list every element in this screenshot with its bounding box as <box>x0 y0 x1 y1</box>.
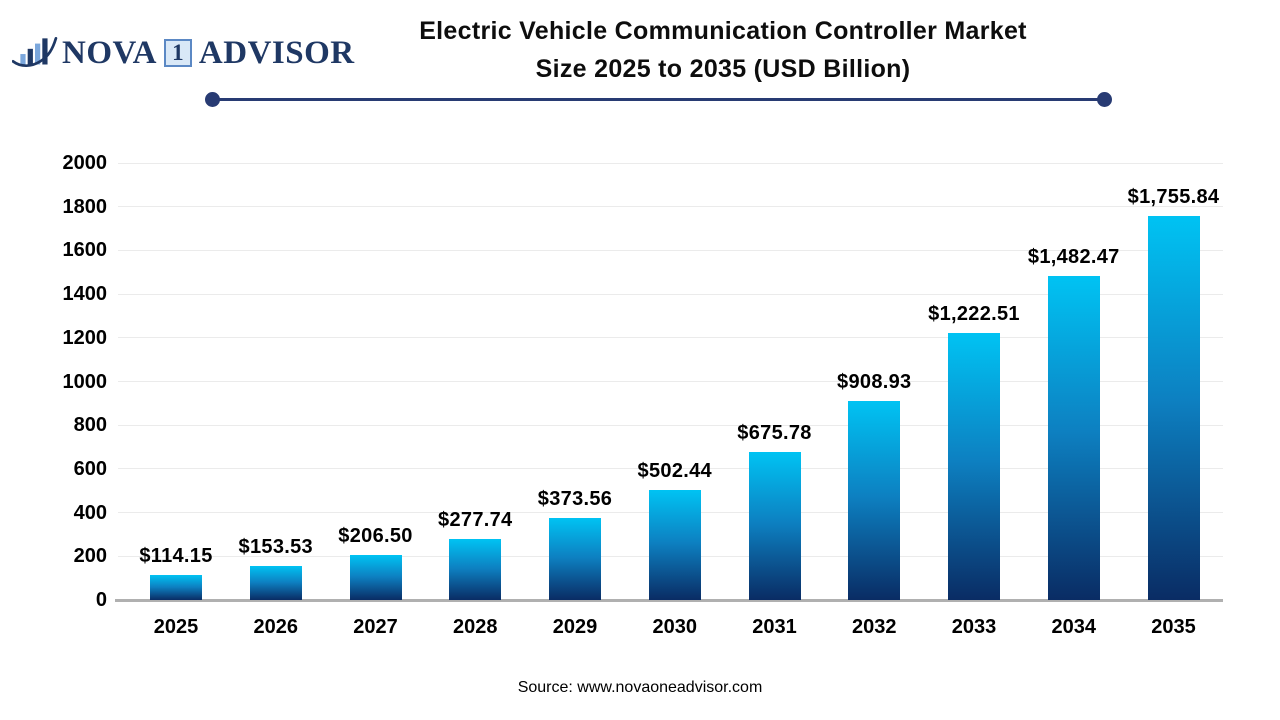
x-axis-label: 2035 <box>1151 616 1196 638</box>
bar-2034 <box>1047 276 1100 600</box>
bar-2030 <box>648 490 701 600</box>
bar-2031 <box>748 452 801 600</box>
x-axis-label: 2026 <box>253 616 299 638</box>
bar-value-label: $908.93 <box>837 371 912 393</box>
y-axis-label: 1200 <box>62 326 108 349</box>
x-axis-line <box>115 599 1223 602</box>
x-axis-label: 2025 <box>153 616 199 638</box>
x-axis-label: 2027 <box>353 616 398 638</box>
bar-2033 <box>948 333 1000 600</box>
plot-area: $114.15 $153.53 $206.50 $277.74 $373.56 $502.… <box>115 162 1223 602</box>
y-axis-label: 1600 <box>62 239 108 262</box>
x-axis-label: 2030 <box>652 616 698 638</box>
bar-value-label: $1,482.47 <box>1027 246 1120 268</box>
y-axis-label: 800 <box>73 414 107 437</box>
gridline <box>118 249 1223 251</box>
chart-title-line2: Size 2025 to 2035 (USD Billion) <box>535 55 911 83</box>
bar-value-label: $153.53 <box>238 536 313 558</box>
bar-value-label: $1,222.51 <box>928 303 1020 325</box>
divider-right-dot <box>1097 92 1112 107</box>
y-axis-label: 600 <box>73 457 107 480</box>
gridline <box>118 381 1223 382</box>
bar-2026 <box>249 566 302 600</box>
gridline <box>118 424 1223 426</box>
x-axis-label: 2029 <box>552 616 598 638</box>
bar-value-label: $1,755.84 <box>1127 186 1220 208</box>
chart-title: Electric Vehicle Communication Controlle… <box>300 12 1146 88</box>
gridline <box>118 162 1223 164</box>
bar-2027 <box>349 555 402 600</box>
y-axis: 0 200 400 600 800 1000 1200 1400 1600 1800 2000 <box>0 152 108 611</box>
gridline <box>118 293 1223 295</box>
divider-left-dot <box>205 92 220 107</box>
logo-text-advisor: ADVISOR <box>198 35 355 71</box>
logo-badge-one: 1 <box>163 39 192 67</box>
bar-value-label: $502.44 <box>637 460 712 482</box>
bar-value-label: $206.50 <box>338 525 413 547</box>
y-axis-label: 200 <box>73 545 107 568</box>
source-line: Source: www.novaoneadvisor.com <box>0 676 1280 700</box>
source-text: Source: www.novaoneadvisor.com <box>517 679 763 696</box>
chart-title-line1: Electric Vehicle Communication Controlle… <box>419 17 1027 45</box>
bar-2032 <box>848 401 901 600</box>
x-axis-label: 2032 <box>852 616 897 638</box>
x-axis-label: 2033 <box>951 616 997 638</box>
y-axis-label: 1400 <box>62 283 108 306</box>
gridline <box>118 468 1223 470</box>
gridline <box>118 337 1223 339</box>
y-axis-label: 1000 <box>62 370 108 393</box>
logo: NOVA 1 ADVISOR <box>12 34 355 72</box>
x-axis: 2025 2026 2027 2028 2029 2030 2031 2032 2033 2034… <box>118 616 1223 646</box>
bar-2035 <box>1147 216 1200 600</box>
logo-text-nova: NOVA <box>62 35 157 71</box>
bar-2029 <box>549 518 601 600</box>
y-axis-label: 2000 <box>62 152 108 174</box>
gridline <box>118 206 1223 208</box>
bar-value-label: $114.15 <box>139 545 213 567</box>
y-axis-label: 400 <box>73 501 107 524</box>
bar-value-label: $373.56 <box>537 488 613 510</box>
growth-bars-swoosh-icon <box>12 37 58 68</box>
x-axis-label: 2028 <box>453 616 498 638</box>
bar-2025 <box>150 575 202 600</box>
x-axis-label: 2031 <box>752 616 797 638</box>
bar-value-label: $277.74 <box>438 509 513 531</box>
title-divider-line <box>205 92 1112 107</box>
bar-value-label: $675.78 <box>737 422 812 444</box>
bar-2028 <box>449 539 502 600</box>
y-axis-label: 0 <box>95 589 107 611</box>
y-axis-label: 1800 <box>62 195 108 218</box>
x-axis-label: 2034 <box>1051 616 1097 638</box>
